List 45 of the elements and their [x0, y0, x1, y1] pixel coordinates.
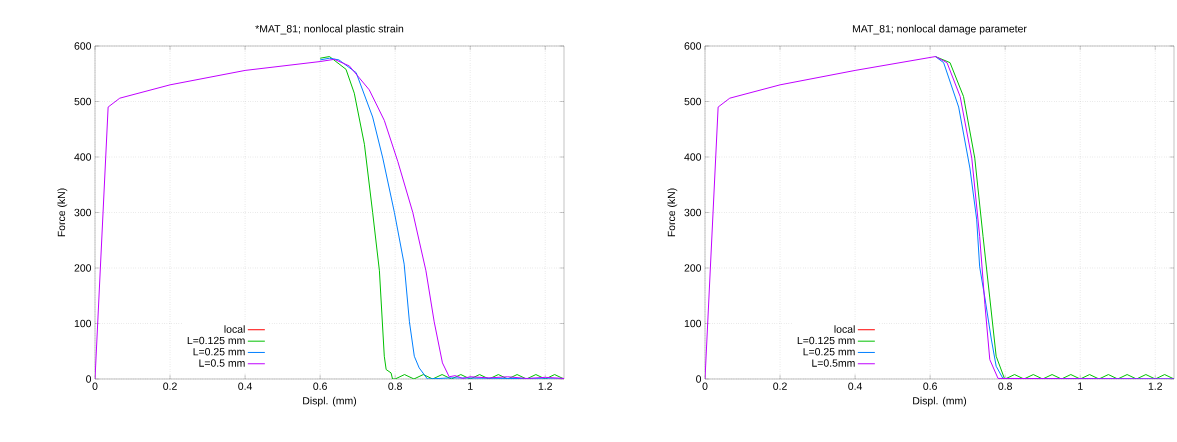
x-tick-label: 0.8 [998, 382, 1012, 390]
x-tick-label: 1.2 [538, 382, 552, 390]
y-tick-label: 0 [86, 375, 92, 383]
legend-label: L=0.125 mm [797, 336, 855, 345]
x-tick-label: 0 [702, 382, 708, 390]
y-tick-label: 100 [684, 319, 702, 328]
y-axis-title: Force (kN) [667, 188, 678, 237]
x-tick-label: 0.8 [388, 382, 402, 390]
x-tick-label: 1.2 [1148, 382, 1162, 390]
legend-label: local [224, 325, 245, 333]
y-tick-label: 300 [684, 208, 702, 217]
legend-label: L=0.125 mm [187, 336, 245, 345]
chart-title: *MAT_81; nonlocal plastic strain [255, 24, 404, 35]
legend-label: local [834, 325, 855, 333]
y-tick-label: 600 [684, 42, 702, 50]
legend-label: L=0.25 mm [803, 348, 855, 356]
y-axis-title: Force (kN) [57, 188, 68, 237]
line-series [705, 56, 1175, 379]
x-tick-label: 0.2 [773, 382, 787, 390]
x-tick-label: 0.6 [313, 382, 327, 390]
y-tick-label: 400 [74, 153, 92, 161]
x-tick-label: 0 [92, 382, 98, 390]
y-tick-label: 600 [74, 42, 92, 50]
legend-label: L=0.25 mm [193, 348, 245, 356]
x-axis-title: Displ. (mm) [913, 396, 967, 407]
x-tick-label: 1 [468, 382, 473, 390]
y-tick-label: 200 [684, 264, 702, 272]
y-tick-label: 500 [74, 97, 92, 106]
x-tick-label: 0.6 [923, 382, 937, 390]
x-tick-label: 1 [1078, 382, 1083, 390]
line-series [934, 56, 1175, 379]
x-tick-label: 0.4 [238, 382, 253, 390]
y-tick-label: 300 [74, 208, 92, 217]
y-tick-label: 400 [684, 153, 702, 161]
y-tick-label: 0 [696, 375, 702, 383]
legend-label: L=0.5mm [812, 359, 855, 367]
legend-label: L=0.5 mm [199, 359, 245, 367]
x-tick-label: 0.4 [848, 382, 863, 390]
chart-title: MAT_81; nonlocal damage parameter [852, 24, 1027, 35]
x-tick-label: 0.2 [163, 382, 177, 390]
x-axis-title: Displ. (mm) [303, 396, 357, 407]
y-tick-label: 200 [74, 264, 92, 272]
y-tick-label: 500 [684, 97, 702, 106]
y-tick-label: 100 [74, 319, 92, 328]
line-series [95, 58, 565, 379]
